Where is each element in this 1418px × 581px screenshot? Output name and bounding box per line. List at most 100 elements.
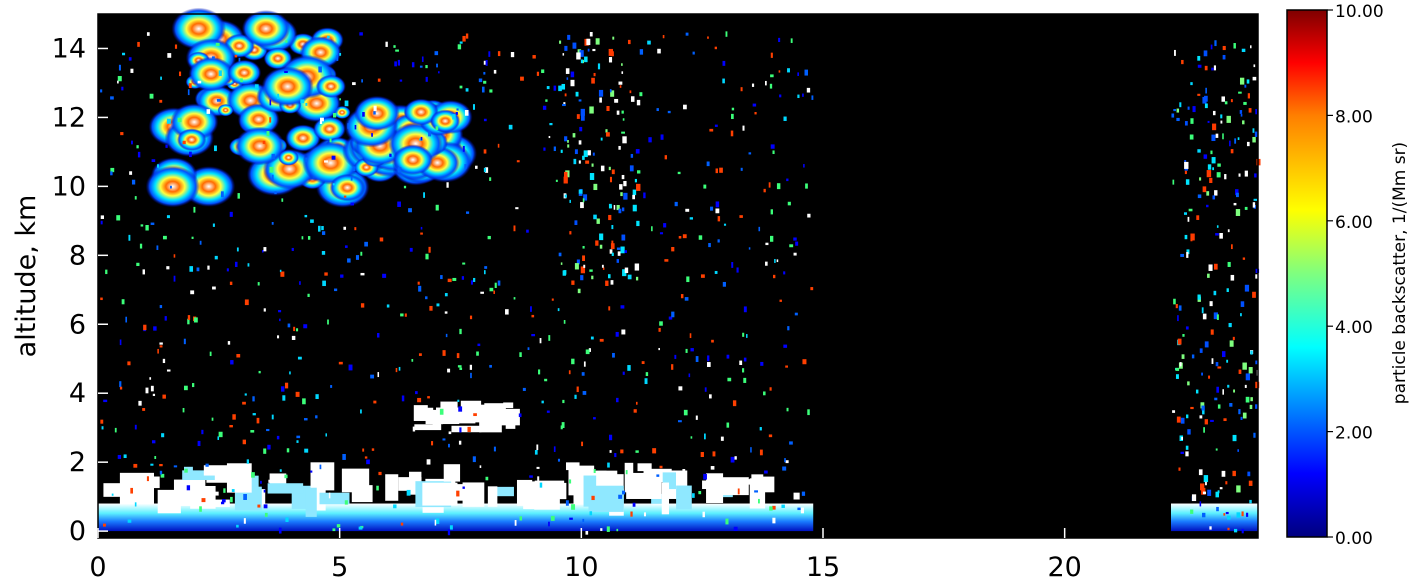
noise-speckle <box>553 446 556 452</box>
noise-speckle <box>616 110 620 115</box>
noise-speckle <box>117 454 122 459</box>
aerosol-top-blob <box>751 474 764 498</box>
noise-speckle <box>1209 526 1212 530</box>
scatter-cell <box>619 184 623 190</box>
scatter-cell <box>595 38 600 45</box>
noise-speckle <box>150 222 155 225</box>
noise-speckle <box>1227 384 1230 388</box>
noise-speckle <box>307 293 310 297</box>
noise-speckle <box>257 282 260 286</box>
noise-speckle <box>425 296 428 300</box>
cloud-blob <box>414 424 442 431</box>
noise-speckle <box>616 247 621 250</box>
noise-speckle <box>310 219 314 223</box>
noise-speckle <box>303 324 308 329</box>
noise-speckle <box>1203 427 1205 433</box>
scatter-cell <box>586 38 591 46</box>
colorbar-ticks: 0.00 2.00 4.00 6.00 8.00 10.00 <box>1327 2 1384 549</box>
noise-speckle <box>542 105 547 110</box>
noise-speckle <box>457 365 462 368</box>
cloud-blob <box>470 416 483 423</box>
scatter-cell <box>1227 229 1230 233</box>
noise-speckle <box>1190 237 1193 242</box>
noise-speckle <box>674 354 677 359</box>
noise-speckle <box>425 253 429 260</box>
scatter-cell <box>1176 416 1181 423</box>
scatter-cell <box>593 183 598 191</box>
aerosol-top-blob <box>351 485 373 503</box>
noise-speckle <box>690 436 693 439</box>
noise-speckle <box>769 387 772 391</box>
noise-speckle <box>100 297 103 301</box>
noise-speckle <box>1199 501 1202 507</box>
noise-speckle <box>608 306 611 311</box>
scatter-cell <box>1246 141 1250 147</box>
scatter-cell <box>576 259 580 265</box>
noise-speckle <box>264 512 268 517</box>
noise-speckle <box>373 111 376 115</box>
noise-speckle <box>712 451 716 457</box>
scatter-cell <box>611 252 614 257</box>
scatter-cell <box>599 233 604 241</box>
aerosol-top-blob <box>422 482 458 506</box>
noise-speckle <box>710 206 714 211</box>
noise-speckle <box>117 80 119 84</box>
scatter-cell <box>1199 177 1202 181</box>
noise-speckle <box>435 204 439 211</box>
noise-speckle <box>459 367 463 370</box>
noise-speckle <box>717 216 721 222</box>
noise-speckle <box>271 153 275 160</box>
noise-speckle <box>773 274 776 279</box>
cirrus-cell <box>403 98 439 126</box>
noise-speckle <box>776 259 779 263</box>
noise-speckle <box>159 305 163 309</box>
scatter-cell <box>598 89 604 97</box>
noise-speckle <box>609 434 613 441</box>
noise-speckle <box>1248 480 1253 486</box>
scatter-cell <box>572 133 576 138</box>
scatter-cell <box>1232 336 1235 341</box>
noise-speckle <box>121 86 124 91</box>
noise-speckle <box>421 56 424 62</box>
noise-speckle <box>442 350 446 356</box>
colorbar-tick-label: 10.00 <box>1335 2 1384 22</box>
noise-speckle <box>770 144 775 149</box>
scatter-cell <box>1245 373 1251 381</box>
colorbar-tick-label: 2.00 <box>1335 424 1373 444</box>
scatter-cell <box>1230 274 1235 281</box>
noise-speckle <box>420 136 423 141</box>
noise-speckle <box>296 440 299 443</box>
scatter-cell <box>1229 340 1234 347</box>
noise-speckle <box>212 223 215 227</box>
noise-speckle <box>352 82 356 86</box>
noise-speckle <box>1177 315 1179 322</box>
cloud-blob <box>503 402 514 409</box>
noise-speckle <box>1216 172 1221 178</box>
plot-area <box>97 7 1261 539</box>
noise-speckle <box>131 140 133 145</box>
noise-speckle <box>1214 40 1217 47</box>
noise-speckle <box>758 498 760 504</box>
aerosol-top-blob <box>487 486 498 507</box>
noise-speckle <box>347 258 351 263</box>
noise-speckle <box>689 333 692 339</box>
scatter-cell <box>560 262 563 265</box>
noise-speckle <box>1227 527 1230 531</box>
noise-speckle <box>720 436 724 441</box>
noise-speckle <box>425 76 428 82</box>
noise-speckle <box>456 490 460 497</box>
y-tick-label: 10 <box>52 171 86 202</box>
noise-speckle <box>763 188 766 193</box>
noise-speckle <box>184 468 188 473</box>
noise-speckle <box>557 458 561 462</box>
scatter-cell <box>563 171 568 178</box>
noise-speckle <box>797 94 800 99</box>
noise-speckle <box>609 89 612 93</box>
noise-speckle <box>400 313 404 317</box>
noise-speckle <box>1189 134 1194 140</box>
scatter-cell <box>621 207 625 212</box>
noise-speckle <box>336 524 341 528</box>
noise-speckle <box>1197 194 1202 199</box>
scatter-cell <box>595 240 599 246</box>
cirrus-cell <box>285 124 321 152</box>
